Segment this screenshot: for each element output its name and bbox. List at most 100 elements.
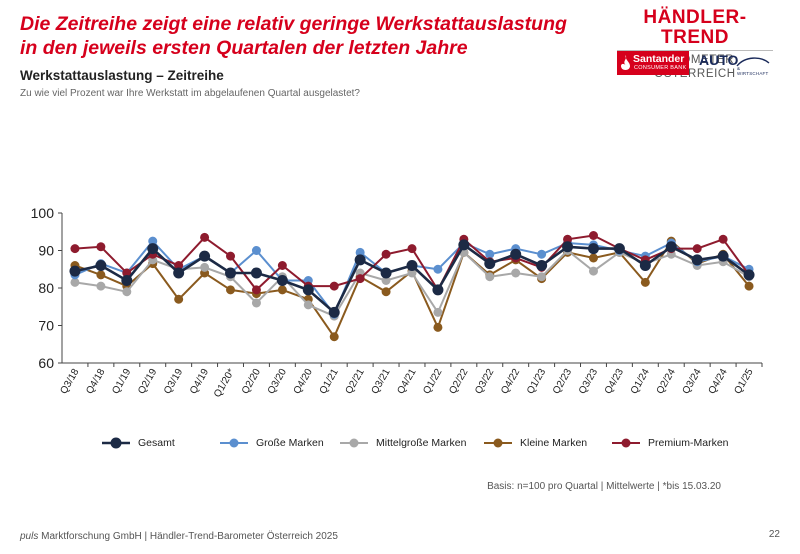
x-tick-label: Q1/22: [421, 367, 444, 396]
data-point-premium-marken: [226, 251, 236, 261]
x-tick-label: Q2/24: [655, 367, 678, 396]
santander-name: Santander: [633, 53, 685, 65]
data-point-kleine-marken: [588, 253, 598, 263]
data-point-kleine-marken: [433, 322, 443, 332]
data-point-mittelgroße-marken: [251, 298, 261, 308]
data-point-große-marken: [433, 264, 443, 274]
data-point-premium-marken: [407, 244, 417, 254]
santander-subtitle: CONSUMER BANK: [634, 65, 687, 71]
data-point-kleine-marken: [226, 285, 236, 295]
data-point-premium-marken: [277, 261, 287, 270]
data-point-premium-marken: [563, 234, 573, 244]
page-number: 22: [768, 529, 780, 540]
x-tick-label: Q4/22: [499, 367, 522, 396]
x-tick-label: Q2/22: [447, 367, 470, 396]
y-tick-label: 90: [38, 243, 54, 259]
legend-marker: [612, 438, 640, 448]
data-point-gesamt: [69, 265, 81, 277]
data-point-gesamt: [225, 267, 237, 279]
data-point-kleine-marken: [174, 294, 184, 304]
data-point-gesamt: [536, 260, 548, 271]
footer-text: Marktforschung GmbH | Händler-Trend-Baro…: [38, 531, 338, 542]
data-point-premium-marken: [70, 244, 80, 254]
data-point-mittelgroße-marken: [485, 272, 495, 282]
data-point-gesamt: [354, 254, 366, 266]
data-point-mittelgroße-marken: [433, 307, 443, 317]
data-point-gesamt: [510, 248, 522, 260]
data-point-kleine-marken: [640, 277, 650, 287]
auto-subtitle: & WIRTSCHAFT: [737, 66, 769, 76]
data-point-mittelgroße-marken: [70, 277, 80, 287]
x-tick-label: Q1/25: [732, 367, 755, 396]
data-point-premium-marken: [329, 281, 339, 291]
data-point-premium-marken: [355, 274, 365, 284]
x-tick-label: Q3/24: [681, 367, 704, 396]
chart-legend: Gesamt Große Marken Mittelgroße Marken Klei…: [100, 434, 740, 454]
legend-label: Mittelgroße Marken: [376, 437, 467, 449]
x-tick-label: Q2/21: [344, 367, 367, 396]
y-tick-label: 70: [38, 318, 54, 334]
data-point-große-marken: [355, 247, 365, 257]
data-point-gesamt: [743, 269, 755, 281]
data-point-gesamt: [613, 243, 625, 255]
x-tick-label: Q3/19: [162, 367, 185, 396]
data-point-mittelgroße-marken: [511, 268, 521, 278]
x-tick-label: Q4/19: [188, 367, 211, 396]
data-point-kleine-marken: [277, 285, 287, 295]
haendler-trend-logo: HÄNDLER-TREND BAROMETER ÖSTERREICH: [617, 8, 773, 81]
y-tick-label: 100: [31, 205, 55, 221]
x-tick-label: Q3/18: [58, 367, 81, 396]
data-point-premium-marken: [718, 234, 728, 244]
auto-text: AUTO: [699, 52, 739, 68]
x-tick-label: Q4/20: [292, 367, 315, 396]
legend-label: Premium-Marken: [648, 437, 729, 449]
data-point-gesamt: [250, 267, 262, 279]
data-point-große-marken: [485, 249, 495, 259]
flame-icon: [621, 55, 630, 70]
data-point-mittelgroße-marken: [537, 272, 547, 282]
x-tick-label: Q3/23: [577, 367, 600, 396]
auto-wirtschaft-logo: AUTO & WIRTSCHAFT: [697, 51, 773, 76]
data-point-gesamt: [562, 241, 574, 253]
x-tick-label: Q3/21: [370, 367, 393, 396]
x-tick-label: Q1/20*: [212, 367, 237, 400]
legend-label: Große Marken: [256, 437, 324, 449]
data-point-premium-marken: [692, 244, 702, 254]
footer: puls Marktforschung GmbH | Händler-Trend…: [20, 531, 338, 542]
legend-label: Kleine Marken: [520, 437, 588, 449]
x-tick-label: Q3/20: [266, 367, 289, 396]
data-point-gesamt: [147, 243, 159, 255]
data-point-premium-marken: [588, 231, 598, 240]
data-point-gesamt: [406, 260, 418, 271]
data-point-mittelgroße-marken: [588, 266, 598, 276]
data-point-gesamt: [484, 258, 496, 270]
data-point-gesamt: [458, 239, 470, 251]
headline: Die Zeitreihe zeigt eine relativ geringe…: [20, 13, 567, 59]
data-point-premium-marken: [122, 268, 132, 278]
x-tick-label: Q1/24: [629, 367, 652, 396]
footer-brand: puls: [20, 531, 39, 542]
data-point-kleine-marken: [744, 281, 754, 291]
x-tick-label: Q2/20: [240, 367, 263, 396]
data-point-mittelgroße-marken: [407, 268, 417, 278]
chart-subtitle: Werkstattauslastung – Zeitreihe: [20, 68, 224, 83]
data-point-gesamt: [639, 260, 651, 271]
data-point-kleine-marken: [96, 270, 106, 280]
data-point-gesamt: [276, 275, 288, 286]
data-point-gesamt: [665, 241, 677, 253]
santander-logo: Santander CONSUMER BANK: [617, 51, 689, 75]
legend-marker: [220, 438, 248, 448]
data-point-premium-marken: [251, 285, 261, 295]
data-point-premium-marken: [96, 242, 106, 252]
data-point-mittelgroße-marken: [96, 281, 106, 291]
partner-logos: Santander CONSUMER BANK AUTO & WIRTSCHAF…: [617, 51, 773, 76]
x-tick-label: Q4/18: [84, 367, 107, 396]
data-point-gesamt: [173, 267, 185, 279]
data-point-gesamt: [380, 267, 392, 279]
x-tick-label: Q1/21: [318, 367, 341, 396]
legend-marker: [340, 438, 368, 448]
legend-label: Gesamt: [138, 437, 175, 449]
data-point-gesamt: [302, 284, 314, 296]
data-point-große-marken: [537, 249, 547, 259]
x-tick-label: Q4/23: [603, 367, 626, 396]
